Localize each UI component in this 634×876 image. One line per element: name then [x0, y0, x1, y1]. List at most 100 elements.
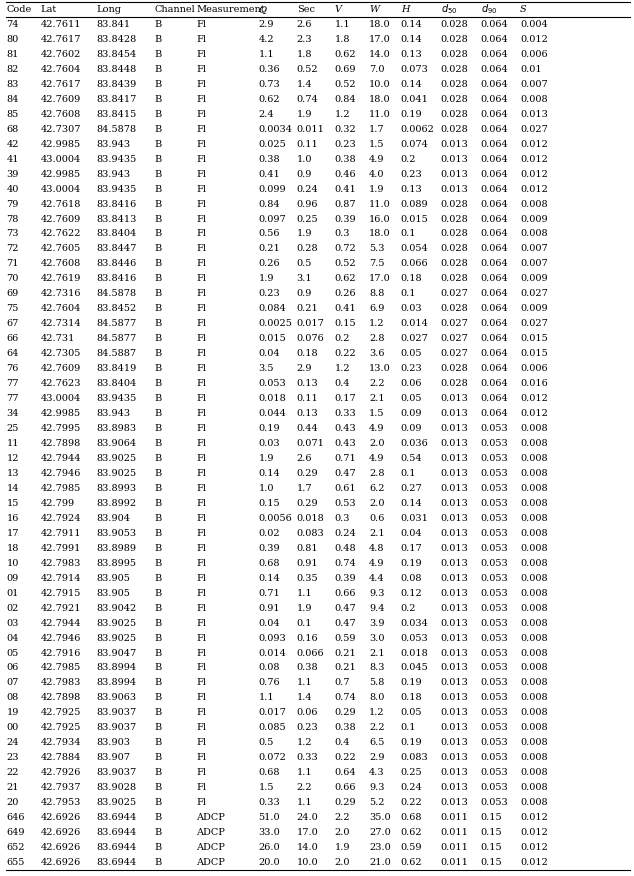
- Text: 0.21: 0.21: [335, 648, 356, 658]
- Text: 0.013: 0.013: [441, 394, 469, 403]
- Text: 14.0: 14.0: [297, 843, 318, 852]
- Text: 0.14: 0.14: [401, 20, 422, 29]
- Text: 17: 17: [6, 529, 19, 538]
- Text: 0.5: 0.5: [259, 738, 274, 747]
- Text: 0.027: 0.027: [401, 335, 429, 343]
- Text: 0.013: 0.013: [441, 484, 469, 493]
- Text: 0.013: 0.013: [441, 648, 469, 658]
- Text: 42.7925: 42.7925: [41, 724, 81, 732]
- Text: 0.008: 0.008: [520, 200, 548, 208]
- Text: 42.7314: 42.7314: [41, 319, 81, 328]
- Text: 1.4: 1.4: [297, 694, 313, 703]
- Text: 0.3: 0.3: [335, 514, 350, 523]
- Text: 0.053: 0.053: [259, 379, 287, 388]
- Text: 00: 00: [6, 724, 18, 732]
- Text: 4.4: 4.4: [369, 574, 385, 583]
- Text: 14.0: 14.0: [369, 50, 391, 59]
- Text: Long: Long: [96, 5, 121, 14]
- Text: 0.012: 0.012: [520, 394, 548, 403]
- Text: 9.3: 9.3: [369, 783, 384, 792]
- Text: 0.013: 0.013: [441, 514, 469, 523]
- Text: 42.7608: 42.7608: [41, 110, 81, 119]
- Text: 1.9: 1.9: [297, 604, 312, 612]
- Text: 0.013: 0.013: [441, 170, 469, 179]
- Text: 0.014: 0.014: [401, 319, 429, 328]
- Text: 3.9: 3.9: [369, 618, 384, 627]
- Text: 0.064: 0.064: [481, 244, 508, 253]
- Text: 83.8416: 83.8416: [96, 200, 136, 208]
- Text: 0.004: 0.004: [520, 20, 548, 29]
- Text: 0.053: 0.053: [481, 724, 508, 732]
- Text: 0.064: 0.064: [481, 139, 508, 149]
- Text: 0.0025: 0.0025: [259, 319, 292, 328]
- Text: B: B: [154, 65, 161, 74]
- Text: 23.0: 23.0: [369, 843, 391, 852]
- Text: 0.11: 0.11: [297, 394, 318, 403]
- Text: 0.013: 0.013: [441, 618, 469, 627]
- Text: 83.841: 83.841: [96, 20, 131, 29]
- Text: B: B: [154, 379, 161, 388]
- Text: 0.69: 0.69: [335, 65, 356, 74]
- Text: 0.011: 0.011: [441, 843, 469, 852]
- Text: 40: 40: [6, 185, 19, 194]
- Text: 4.2: 4.2: [259, 35, 275, 44]
- Text: B: B: [154, 439, 161, 448]
- Text: 0.23: 0.23: [259, 289, 280, 299]
- Text: Fl: Fl: [197, 364, 207, 373]
- Text: B: B: [154, 394, 161, 403]
- Text: 0.008: 0.008: [520, 514, 548, 523]
- Text: 0.15: 0.15: [259, 498, 280, 508]
- Text: 0.064: 0.064: [481, 170, 508, 179]
- Text: 0.013: 0.013: [441, 678, 469, 688]
- Text: 0.028: 0.028: [441, 20, 469, 29]
- Text: 13: 13: [6, 469, 19, 478]
- Text: 0.064: 0.064: [481, 50, 508, 59]
- Text: Fl: Fl: [197, 753, 207, 762]
- Text: 83.8994: 83.8994: [96, 678, 136, 688]
- Text: 83.8992: 83.8992: [96, 498, 136, 508]
- Text: 0.013: 0.013: [441, 498, 469, 508]
- Text: 2.2: 2.2: [335, 813, 351, 822]
- Text: 42.7983: 42.7983: [41, 678, 81, 688]
- Text: 42.7985: 42.7985: [41, 484, 81, 493]
- Text: 0.036: 0.036: [401, 439, 429, 448]
- Text: 0.23: 0.23: [335, 139, 356, 149]
- Text: 0.013: 0.013: [441, 604, 469, 612]
- Text: 0.016: 0.016: [520, 379, 548, 388]
- Text: Fl: Fl: [197, 633, 207, 642]
- Text: Fl: Fl: [197, 589, 207, 597]
- Text: 0.6: 0.6: [369, 514, 384, 523]
- Text: 1.9: 1.9: [369, 185, 384, 194]
- Text: 0.71: 0.71: [259, 589, 280, 597]
- Text: 18: 18: [6, 544, 19, 553]
- Text: B: B: [154, 828, 161, 837]
- Text: 0.21: 0.21: [297, 304, 318, 314]
- Text: 0.66: 0.66: [335, 589, 356, 597]
- Text: 0.47: 0.47: [335, 604, 356, 612]
- Text: 84.5877: 84.5877: [96, 335, 136, 343]
- Text: 0.62: 0.62: [335, 274, 356, 283]
- Text: 0.08: 0.08: [401, 574, 422, 583]
- Text: 0.053: 0.053: [481, 709, 508, 717]
- Text: 0.96: 0.96: [297, 200, 318, 208]
- Text: Sec: Sec: [297, 5, 314, 14]
- Text: B: B: [154, 529, 161, 538]
- Text: 0.027: 0.027: [520, 319, 548, 328]
- Text: 0.012: 0.012: [520, 139, 548, 149]
- Text: 0.013: 0.013: [441, 783, 469, 792]
- Text: Code: Code: [6, 5, 32, 14]
- Text: 0.064: 0.064: [481, 110, 508, 119]
- Text: Fl: Fl: [197, 678, 207, 688]
- Text: 2.2: 2.2: [297, 783, 313, 792]
- Text: 68: 68: [6, 124, 18, 134]
- Text: 0.24: 0.24: [297, 185, 318, 194]
- Text: 19: 19: [6, 709, 19, 717]
- Text: 42.7611: 42.7611: [41, 20, 81, 29]
- Text: Fl: Fl: [197, 274, 207, 283]
- Text: 42.7946: 42.7946: [41, 469, 81, 478]
- Text: 0.38: 0.38: [335, 155, 356, 164]
- Text: 0.46: 0.46: [335, 170, 356, 179]
- Text: 0.027: 0.027: [441, 350, 469, 358]
- Text: 0.2: 0.2: [401, 155, 416, 164]
- Text: 0.68: 0.68: [259, 559, 280, 568]
